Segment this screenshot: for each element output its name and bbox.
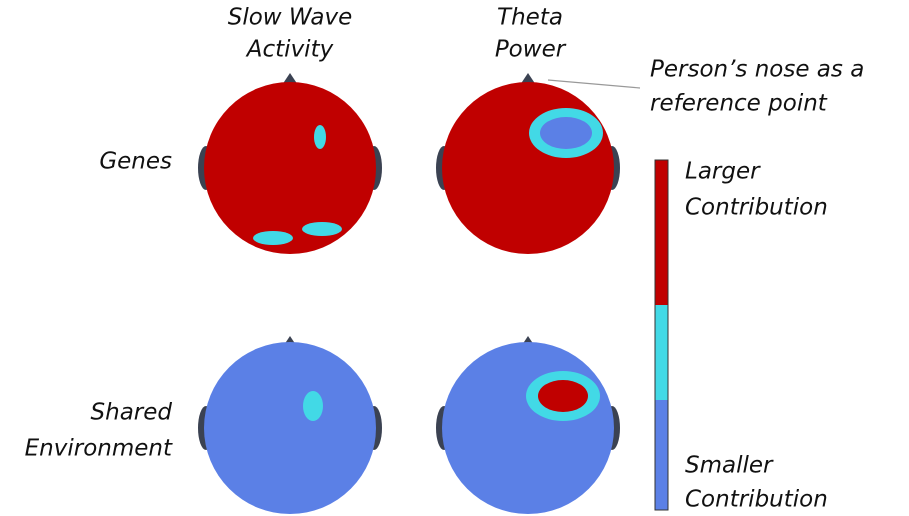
head — [198, 336, 382, 514]
legend-bar — [654, 159, 669, 511]
row-label: Environment — [25, 436, 173, 462]
head — [436, 73, 620, 254]
head — [436, 336, 620, 514]
legend-label: Smaller — [685, 453, 774, 479]
column-header: Power — [495, 37, 567, 63]
row-label: Genes — [99, 149, 172, 175]
legend-label: Contribution — [685, 195, 828, 221]
legend-label: Larger — [685, 159, 761, 185]
annotation: reference point — [650, 91, 828, 117]
column-header: Slow Wave — [228, 5, 353, 31]
annotation: Person’s nose as a — [650, 57, 864, 83]
legend-label: Contribution — [685, 487, 828, 513]
head — [198, 73, 382, 254]
pointer-line — [547, 79, 641, 89]
column-header: Theta — [497, 5, 563, 31]
row-label: Shared — [91, 400, 173, 426]
column-header: Activity — [245, 37, 334, 63]
